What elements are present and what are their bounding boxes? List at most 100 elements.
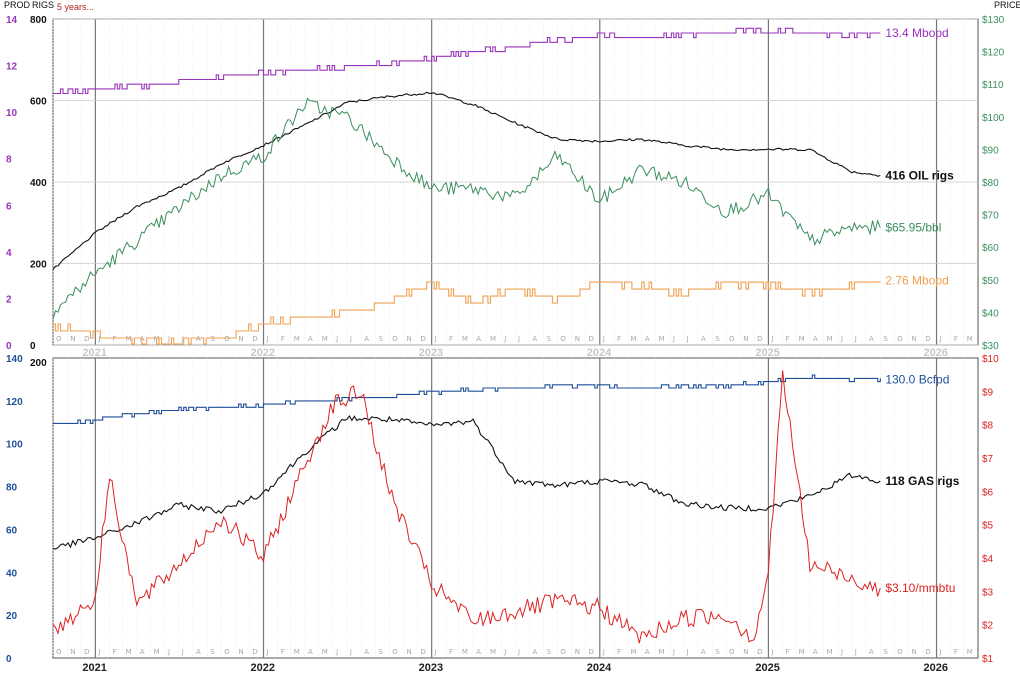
month-tick-label: J: [840, 648, 843, 656]
rigs-tick-label: 400: [30, 178, 47, 189]
month-tick-label: D: [757, 648, 762, 656]
month-tick-label: A: [196, 648, 201, 656]
month-tick-label: S: [883, 335, 888, 343]
year-label: 2024: [587, 662, 612, 674]
prod-tick-label: 100: [6, 440, 23, 451]
series-end-label: 13.4 Mbopd: [885, 26, 948, 40]
price-tick-label: $120: [982, 48, 1005, 59]
month-tick-label: M: [799, 335, 805, 343]
rigs-tick-label: 800: [30, 15, 47, 26]
price-tick-label: $30: [982, 341, 999, 352]
month-tick-label: M: [490, 648, 496, 656]
rigs-tick-label: 600: [30, 97, 47, 108]
price-tick-label: $1: [982, 654, 994, 665]
series-line: [53, 281, 881, 345]
month-tick-label: A: [476, 648, 481, 656]
month-tick-label: J: [672, 335, 675, 343]
month-tick-label: F: [449, 335, 453, 343]
month-tick-label: O: [224, 648, 230, 656]
month-tick-label: O: [729, 648, 735, 656]
month-tick-label: J: [167, 648, 170, 656]
month-tick-label: N: [407, 335, 412, 343]
month-tick-label: J: [770, 335, 773, 343]
month-tick-label: N: [743, 335, 748, 343]
prod-tick-label: 6: [6, 201, 12, 212]
series-end-label: 118 GAS rigs: [885, 474, 959, 488]
month-tick-label: F: [954, 648, 958, 656]
month-tick-label: A: [364, 648, 369, 656]
month-tick-label: D: [757, 335, 762, 343]
month-tick-label: O: [729, 335, 735, 343]
month-tick-label: J: [266, 648, 269, 656]
prod-tick-label: 20: [6, 611, 18, 622]
month-tick-label: A: [869, 648, 874, 656]
month-tick-label: J: [266, 335, 269, 343]
prod-tick-label: 60: [6, 525, 18, 536]
month-tick-label: O: [897, 335, 903, 343]
month-tick-label: J: [335, 335, 338, 343]
series-line: [53, 374, 881, 424]
month-tick-label: M: [659, 335, 665, 343]
month-tick-label: O: [560, 335, 566, 343]
price-tick-label: $7: [982, 454, 994, 465]
month-tick-label: J: [181, 335, 184, 343]
prod-tick-label: 8: [6, 155, 12, 166]
month-tick-label: S: [210, 648, 215, 656]
prod-tick-label: 120: [6, 397, 23, 408]
price-tick-label: $3: [982, 587, 994, 598]
plot-area: [52, 357, 979, 659]
month-tick-label: A: [645, 648, 650, 656]
prod-tick-label: 0: [6, 341, 12, 352]
month-tick-label: J: [335, 648, 338, 656]
year-label: 2025: [755, 662, 779, 674]
series-end-label: 130.0 Bcfpd: [885, 372, 949, 386]
month-tick-label: D: [925, 335, 930, 343]
series-end-label: $65.95/bbl: [885, 221, 941, 235]
rigs-tick-label: 0: [30, 341, 36, 352]
prod-axis-header: PROD: [4, 0, 31, 10]
year-label: 2022: [251, 662, 275, 674]
month-tick-label: S: [715, 648, 720, 656]
prod-tick-label: 14: [6, 15, 18, 26]
price-tick-label: $60: [982, 243, 999, 254]
month-tick-label: D: [252, 648, 257, 656]
month-tick-label: N: [407, 648, 412, 656]
month-tick-label: M: [126, 648, 132, 656]
series-line: [52, 91, 881, 270]
month-tick-label: D: [84, 648, 89, 656]
month-tick-label: M: [967, 335, 973, 343]
month-tick-label: N: [238, 648, 243, 656]
month-tick-label: M: [630, 648, 636, 656]
month-tick-label: M: [659, 648, 665, 656]
month-tick-label: J: [770, 648, 773, 656]
year-label: 2022: [251, 347, 275, 359]
month-tick-label: S: [378, 648, 383, 656]
month-tick-label: M: [490, 335, 496, 343]
month-tick-label: J: [840, 335, 843, 343]
month-tick-label: N: [238, 335, 243, 343]
month-tick-label: J: [602, 648, 605, 656]
year-label: 2026: [924, 347, 948, 359]
price-tick-label: $70: [982, 211, 999, 222]
price-tick-label: $10: [982, 354, 999, 365]
month-tick-label: F: [786, 335, 790, 343]
series-end-label: 416 OIL rigs: [885, 168, 954, 182]
month-tick-label: M: [154, 648, 160, 656]
price-tick-label: $6: [982, 487, 994, 498]
month-tick-label: N: [70, 335, 75, 343]
year-label: 2023: [419, 662, 443, 674]
month-tick-label: F: [113, 335, 117, 343]
year-label: 2023: [419, 347, 443, 359]
month-tick-label: M: [827, 648, 833, 656]
month-tick-label: J: [503, 335, 506, 343]
month-tick-label: N: [70, 648, 75, 656]
month-tick-label: D: [925, 648, 930, 656]
month-tick-label: N: [911, 648, 916, 656]
month-tick-label: M: [322, 335, 328, 343]
month-tick-label: J: [349, 335, 352, 343]
price-tick-label: $4: [982, 554, 994, 565]
month-tick-label: N: [575, 648, 580, 656]
month-tick-label: D: [84, 335, 89, 343]
month-tick-label: J: [939, 648, 942, 656]
